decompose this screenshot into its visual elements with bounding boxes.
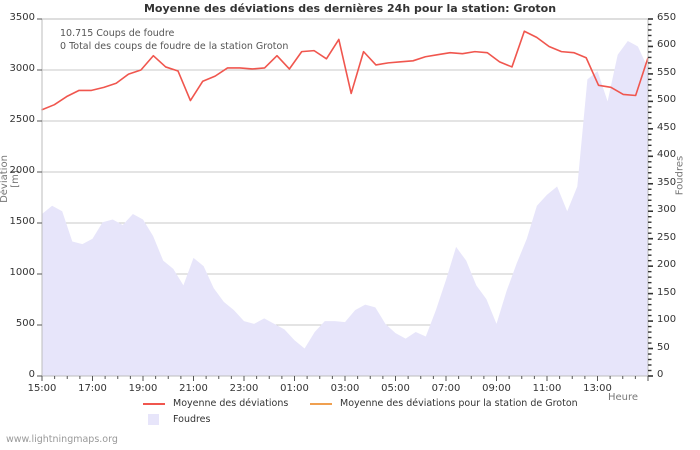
- y-tick-right-450: 450: [657, 121, 677, 133]
- chart-title: Moyenne des déviations des dernières 24h…: [143, 2, 557, 15]
- x-tick-1300: 13:00: [583, 383, 612, 394]
- y-tick-right-600: 600: [657, 39, 677, 51]
- legend-label-lightning: Foudres: [173, 414, 211, 425]
- y-tick-left-3500: 3500: [9, 12, 35, 23]
- x-tick-1500: 15:00: [27, 383, 57, 394]
- legend-line-station-deviation: [310, 402, 332, 405]
- annotation-station-total: 0 Total des coups de foudre de la statio…: [60, 41, 289, 52]
- y-tick-right-50: 50: [657, 341, 670, 353]
- x-axis-label: Heure: [608, 392, 639, 403]
- y-tick-left-500: 500: [15, 318, 35, 329]
- x-tick-2100: 21:00: [179, 383, 208, 394]
- y-tick-right-500: 500: [657, 94, 677, 106]
- y-tick-left-2000: 2000: [9, 165, 35, 176]
- y-tick-right-200: 200: [657, 259, 677, 271]
- x-tick-0300: 03:00: [330, 383, 360, 394]
- legend-label-station-deviation: Moyenne des déviations pour la station d…: [340, 398, 578, 409]
- y-tick-right-100: 100: [657, 314, 677, 326]
- x-tick-0900: 09:00: [482, 383, 511, 394]
- legend-label-deviation: Moyenne des déviations: [173, 398, 289, 409]
- y-tick-right-400: 400: [657, 149, 677, 161]
- y-tick-left-1000: 1000: [9, 267, 35, 278]
- legend-line-deviation: [143, 402, 165, 405]
- y-axis-left-label: Déviation [m]: [0, 155, 21, 203]
- y-tick-left-3000: 3000: [9, 63, 35, 74]
- annotation-lightning-count: 10.715 Coups de foudre: [60, 28, 175, 39]
- y-tick-right-550: 550: [657, 66, 677, 78]
- legend-item-deviation[interactable]: Moyenne des déviations: [143, 398, 288, 409]
- y-tick-right-250: 250: [657, 231, 677, 243]
- footer-url: www.lightningmaps.org: [6, 434, 118, 445]
- x-tick-0100: 01:00: [280, 383, 309, 394]
- y-tick-left-0: 0: [28, 369, 35, 380]
- legend-item-station-deviation[interactable]: Moyenne des déviations pour la station d…: [310, 398, 578, 409]
- x-tick-0500: 05:00: [381, 383, 410, 394]
- x-tick-1100: 11:00: [532, 383, 562, 394]
- y-tick-left-2500: 2500: [9, 114, 35, 125]
- y-tick-right-300: 300: [657, 204, 677, 216]
- y-tick-left-1500: 1500: [9, 216, 35, 227]
- x-tick-0700: 07:00: [431, 383, 461, 394]
- legend-item-lightning[interactable]: Foudres: [143, 414, 210, 425]
- x-tick-1900: 19:00: [128, 383, 158, 394]
- y-tick-right-350: 350: [657, 176, 677, 188]
- y-tick-right-150: 150: [657, 286, 677, 298]
- x-tick-2300: 23:00: [229, 383, 259, 394]
- x-tick-1700: 17:00: [78, 383, 107, 394]
- legend-swatch-lightning: [148, 414, 159, 425]
- y-tick-right-0: 0: [657, 369, 664, 380]
- y-tick-right-650: 650: [657, 12, 677, 23]
